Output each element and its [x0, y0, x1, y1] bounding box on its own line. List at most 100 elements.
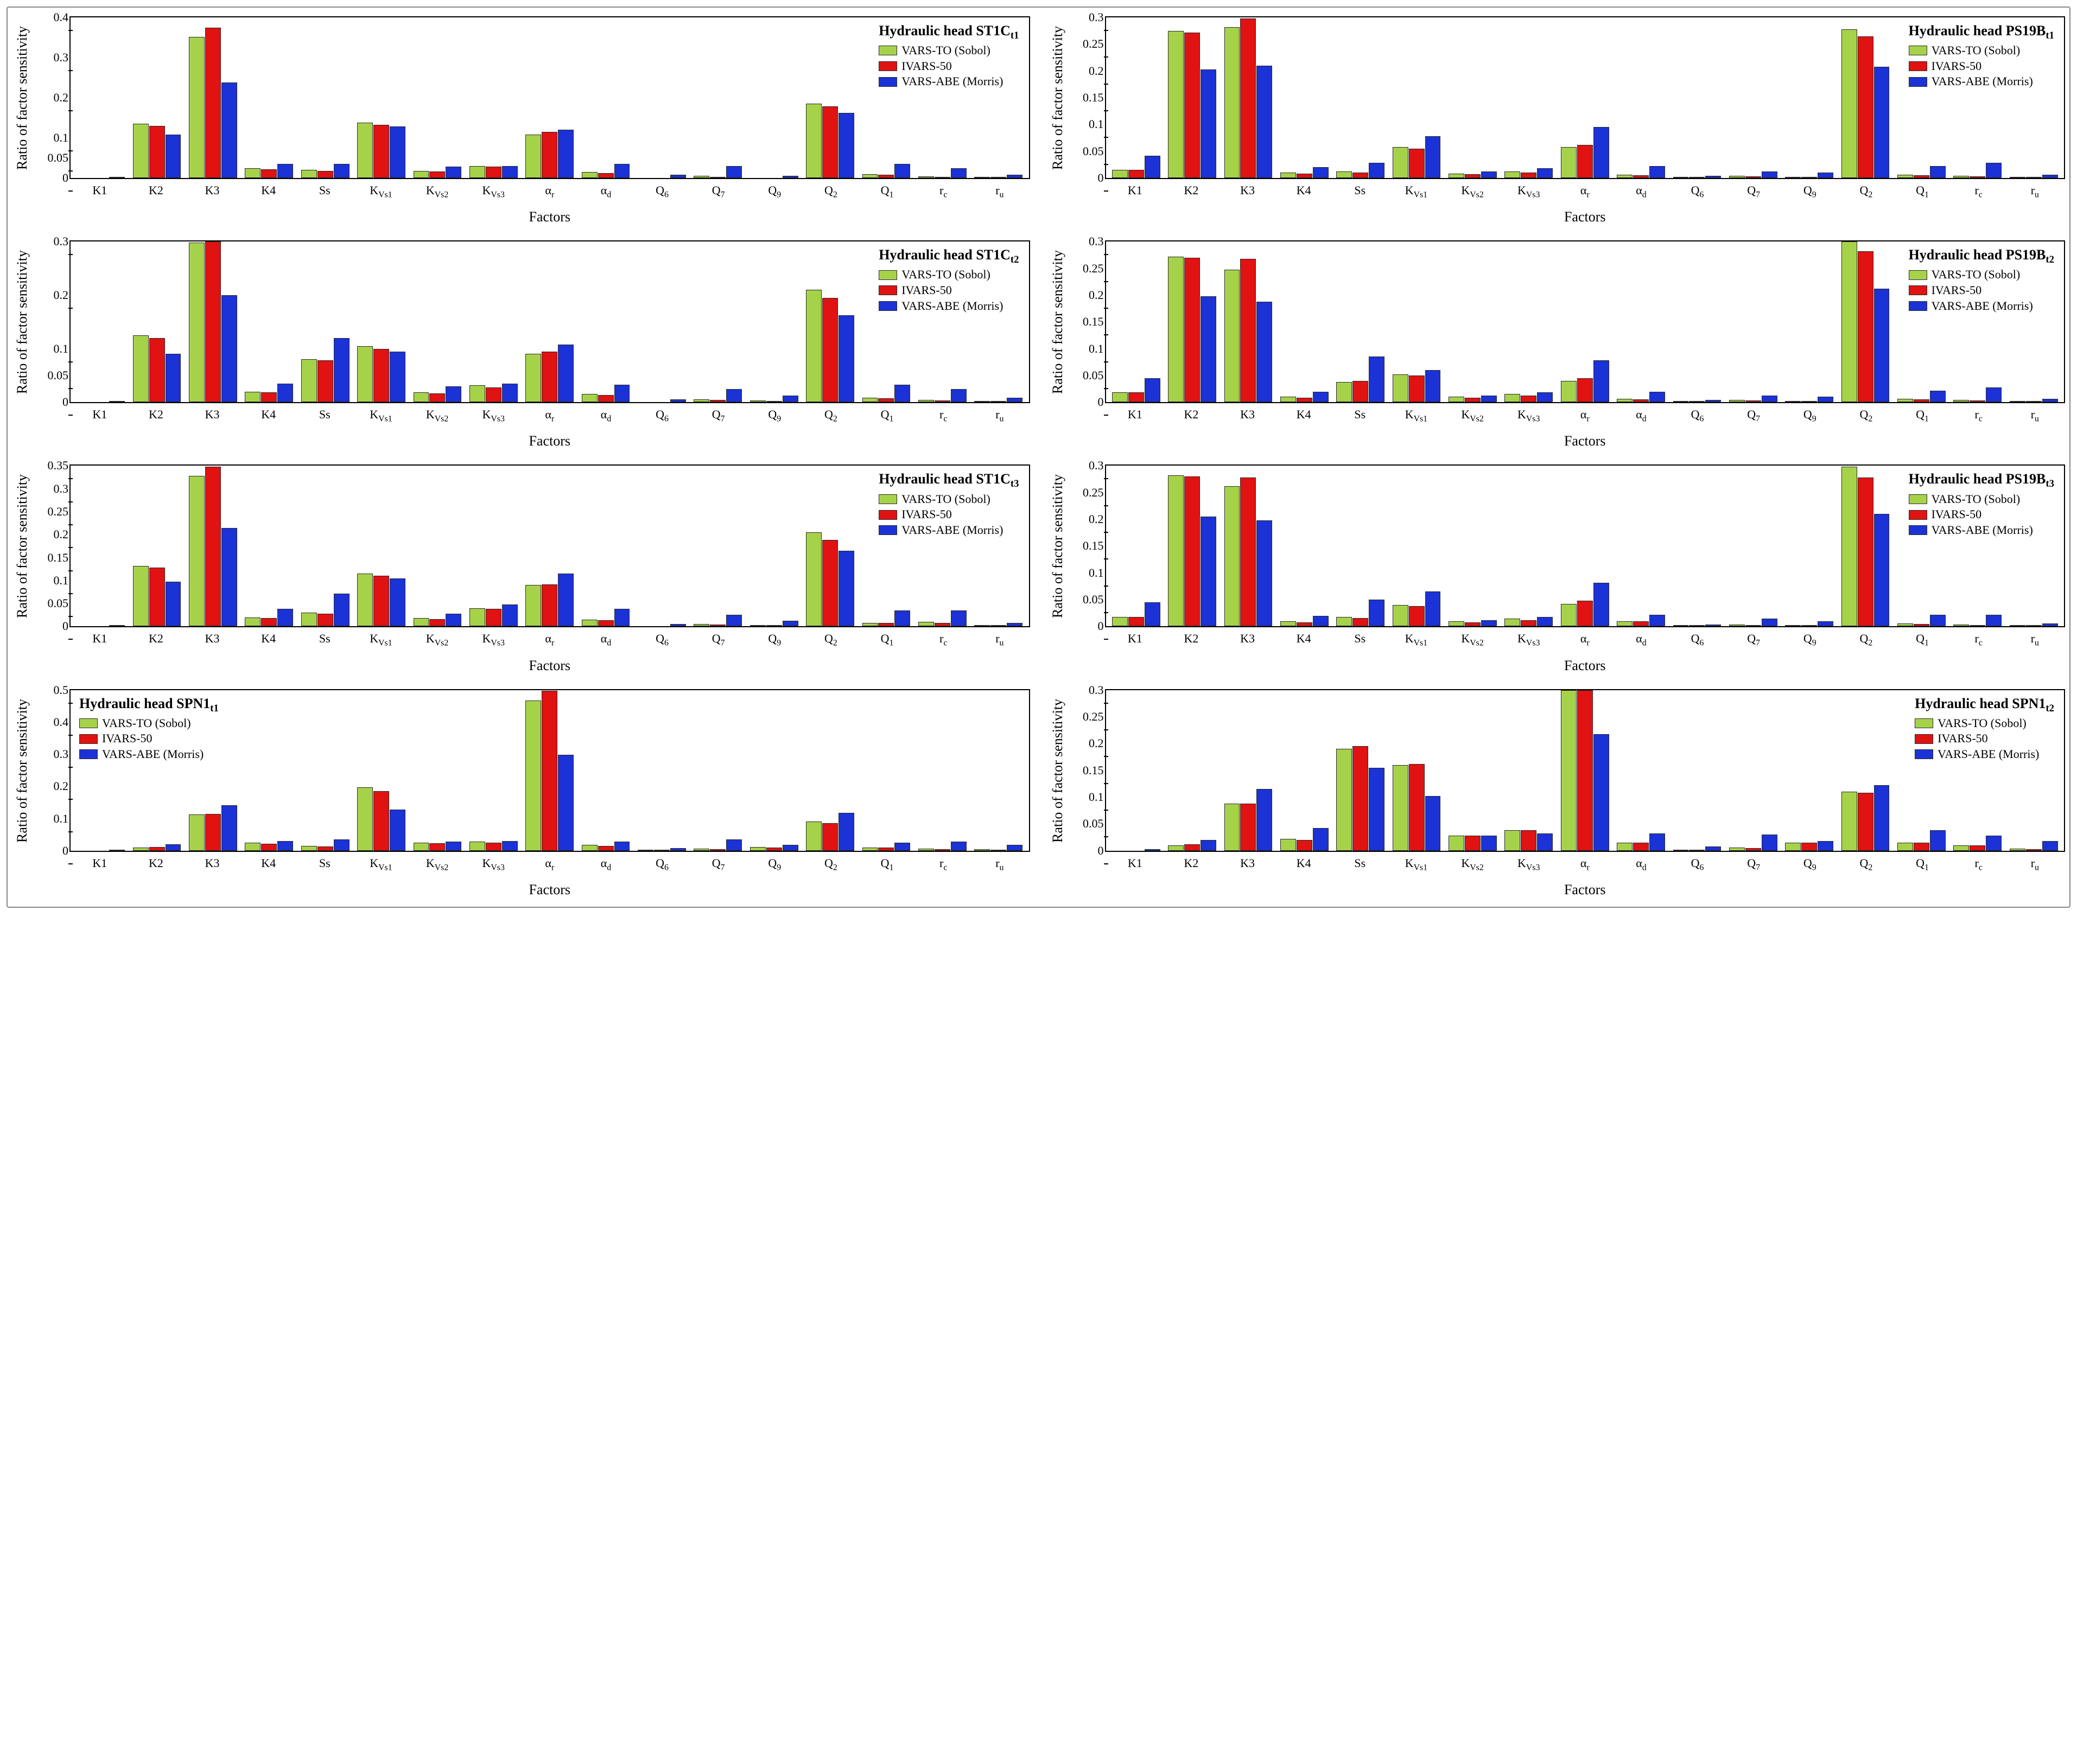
bar-ivars_50 — [878, 398, 894, 402]
bar-vars_abe — [951, 168, 967, 179]
bar-vars_abe — [670, 175, 686, 178]
x-tick-label: KVs3 — [1501, 627, 1557, 647]
category-group — [1781, 241, 1837, 402]
bar-vars_to — [1561, 381, 1577, 402]
category-group — [690, 690, 746, 851]
x-tick-label: rc — [1951, 852, 2007, 872]
x-tick-label: K2 — [128, 403, 185, 423]
bar-vars_abe — [1007, 623, 1022, 627]
y-axis-label: Ratio of factor sensitivity — [1047, 689, 1068, 852]
category-group — [914, 241, 970, 402]
bar-vars_abe — [1201, 517, 1216, 626]
bar-ivars_50 — [1858, 251, 1873, 402]
plot-area: 00.050.10.20.3Hydraulic head ST1Ct2VARS-… — [69, 240, 1030, 403]
bar-vars_to — [2010, 849, 2025, 851]
category-group — [1894, 17, 1949, 178]
x-tick-label: αd — [578, 179, 634, 199]
y-tick-label: 0.1 — [1072, 118, 1104, 130]
x-tick-label: K1 — [72, 403, 128, 423]
bar-vars_abe — [1313, 392, 1329, 403]
bar-vars_to — [1953, 625, 1969, 627]
bar-vars_to — [750, 847, 766, 851]
bar-vars_to — [245, 843, 261, 851]
y-tick-label: 0.3 — [37, 52, 68, 63]
category-group — [241, 690, 297, 851]
x-tick-label: rc — [1951, 627, 2007, 647]
bar-ivars_50 — [1970, 176, 1985, 178]
category-group — [914, 690, 970, 851]
category-group — [746, 241, 802, 402]
bar-ivars_50 — [373, 576, 389, 626]
category-group — [1894, 466, 1949, 626]
category-group — [1669, 241, 1725, 402]
category-group — [1949, 17, 2005, 178]
category-group — [353, 690, 409, 851]
x-tick-label: Q6 — [634, 627, 690, 647]
bar-vars_abe — [1649, 166, 1665, 178]
bar-vars_to — [469, 842, 485, 851]
bar-vars_abe — [1649, 833, 1665, 851]
bar-ivars_50 — [1801, 843, 1817, 851]
bar-vars_abe — [1818, 841, 1833, 851]
bar-ivars_50 — [542, 584, 557, 627]
bar-vars_to — [1224, 804, 1240, 851]
category-group — [409, 466, 465, 626]
x-axis-label: Factors — [69, 658, 1030, 674]
bar-vars_to — [1729, 400, 1745, 402]
bar-ivars_50 — [710, 400, 726, 402]
category-group — [466, 466, 522, 626]
y-tick-label: 0.3 — [1072, 684, 1104, 696]
bar-vars_abe — [1762, 171, 1777, 178]
y-tick-label: 0.25 — [1072, 38, 1104, 50]
category-group — [2006, 241, 2062, 402]
x-tick-label: Q2 — [1838, 852, 1895, 872]
bar-vars_to — [1393, 374, 1408, 402]
category-group — [1557, 17, 1613, 178]
x-axis-label: Factors — [69, 882, 1030, 898]
category-group — [746, 690, 802, 851]
bar-vars_to — [1280, 397, 1296, 402]
bar-vars_abe — [1256, 66, 1272, 178]
bar-vars_abe — [1705, 400, 1721, 402]
bar-ivars_50 — [1297, 398, 1312, 402]
x-tick-label: Q7 — [690, 852, 747, 872]
y-axis-label: Ratio of factor sensitivity — [1047, 16, 1068, 179]
bar-vars_to — [1393, 605, 1408, 626]
bar-vars_abe — [1145, 378, 1160, 402]
category-group — [858, 466, 914, 626]
bar-vars_abe — [1818, 621, 1833, 627]
plot-area: 00.050.10.150.20.250.3Hydraulic head PS1… — [1105, 16, 2066, 179]
x-tick-label: Q9 — [747, 179, 803, 199]
category-group — [1781, 17, 1837, 178]
x-tick-label: Ss — [1332, 179, 1388, 199]
bar-vars_abe — [1145, 156, 1160, 178]
x-tick-label: K2 — [1163, 403, 1219, 423]
bar-ivars_50 — [1240, 18, 1256, 178]
bar-vars_to — [638, 850, 653, 851]
y-tick-label: 0.2 — [37, 92, 68, 104]
chart-panel-st1c_t2: Ratio of factor sensitivity00.050.10.20.… — [12, 240, 1030, 449]
bar-vars_to — [1336, 171, 1352, 178]
bar-vars_abe — [277, 384, 293, 403]
category-group — [1108, 241, 1164, 402]
bar-ivars_50 — [205, 814, 221, 851]
bar-vars_abe — [1705, 625, 1721, 627]
chart-panel-ps19b_t2: Ratio of factor sensitivity00.050.10.150… — [1047, 240, 2066, 449]
bar-vars_to — [1617, 175, 1633, 178]
bar-vars_abe — [614, 164, 630, 178]
bar-ivars_50 — [1858, 477, 1873, 626]
category-group — [297, 241, 353, 402]
bar-vars_to — [582, 620, 598, 627]
category-group — [185, 17, 241, 178]
y-tick-label: 0.2 — [37, 780, 68, 792]
y-tick-label: 0.3 — [37, 483, 68, 495]
category-group — [353, 466, 409, 626]
x-tick-label: K2 — [128, 179, 185, 199]
bar-vars_abe — [670, 399, 686, 402]
bar-vars_to — [2010, 401, 2025, 402]
bar-vars_abe — [1369, 163, 1384, 178]
x-tick-label: K4 — [1275, 627, 1332, 647]
x-tick-label: KVs2 — [1444, 179, 1501, 199]
bar-vars_to — [582, 172, 598, 178]
y-tick-label: 0.3 — [1072, 460, 1104, 472]
